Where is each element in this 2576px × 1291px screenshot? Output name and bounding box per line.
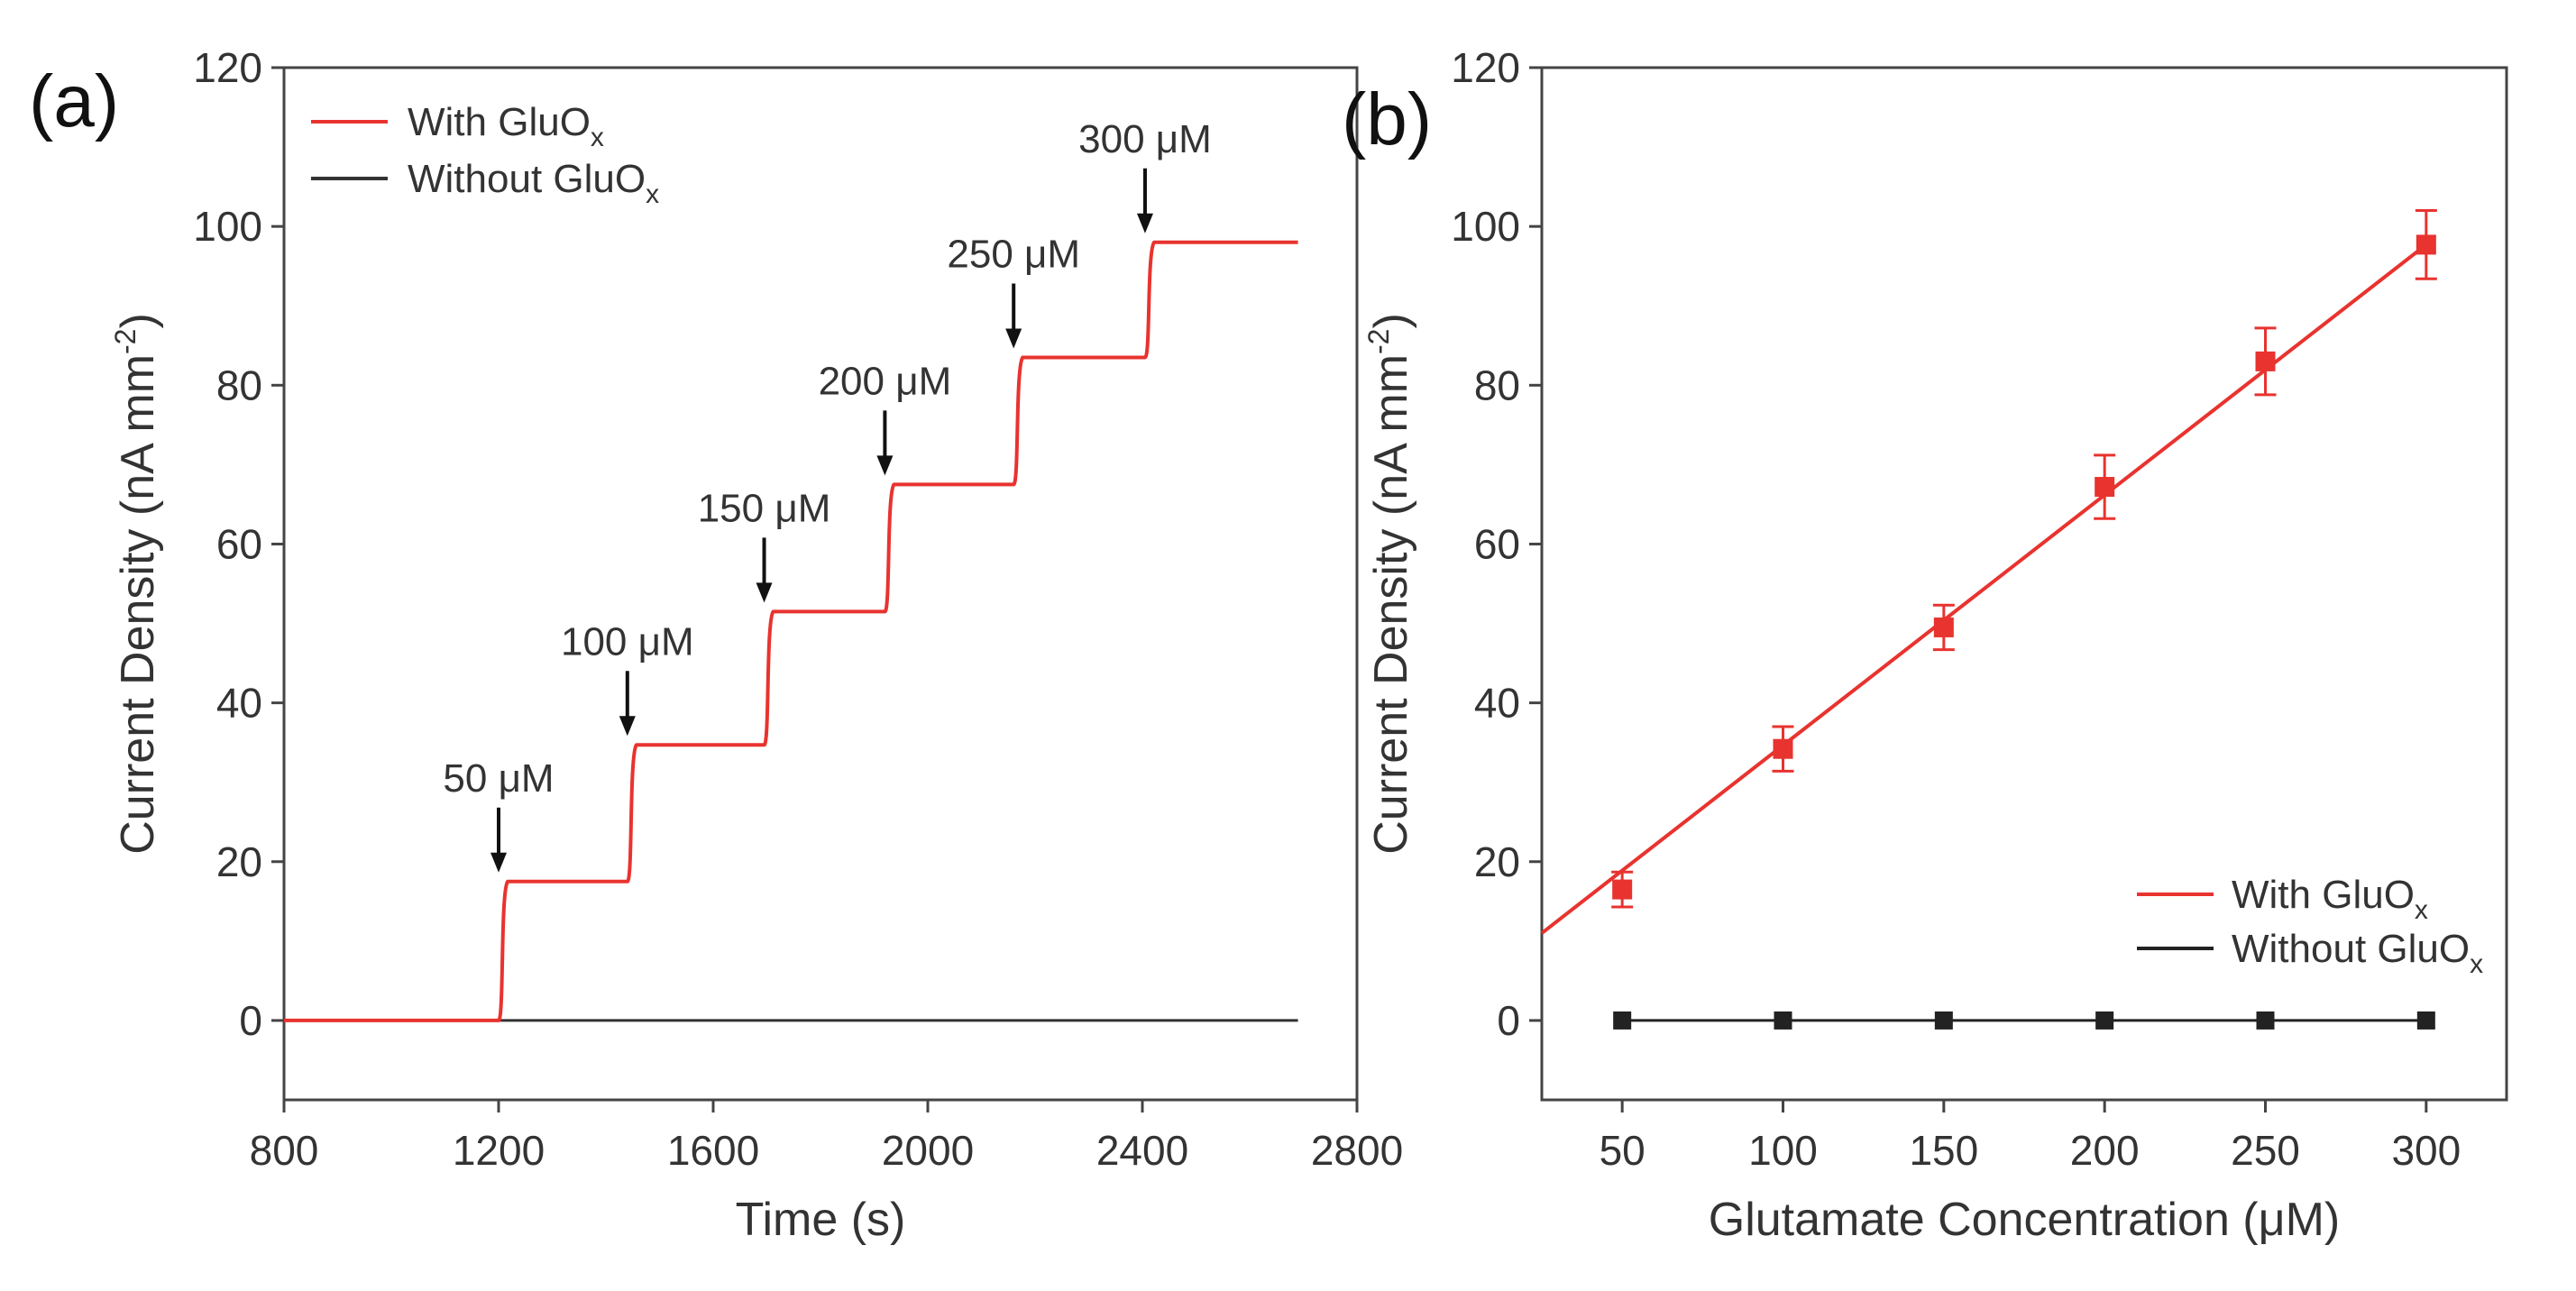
panel-b-x-axis-label: Glutamate Concentration (μM) [1709, 1194, 2340, 1246]
with-gluox-fit-line [1540, 243, 2428, 935]
with-gluox-point [2416, 234, 2436, 255]
injection-concentration-label: 300 μM [1078, 117, 1212, 161]
injection-arrow-head [490, 852, 507, 873]
a-y-tick-label: 120 [193, 44, 262, 91]
a-y-tick-label: 20 [216, 838, 262, 885]
with-gluox-point [1612, 879, 1633, 900]
without-gluox-point [2416, 1011, 2435, 1030]
panel-a-label: (a) [29, 60, 119, 142]
panel-a-y-label-main: Current Density (nA mm [112, 354, 164, 855]
injection-arrow-head [1136, 213, 1153, 233]
b-x-tick-label: 50 [1600, 1127, 1646, 1174]
b-y-tick-label: 120 [1451, 44, 1520, 91]
a-x-tick-label: 2800 [1311, 1127, 1403, 1174]
b-y-tick-label: 80 [1474, 362, 1520, 408]
panel-a-tick-labels: 800 1200 1600 2000 2400 2800 0 20 40 60 80 100 120 [193, 44, 1403, 1174]
panel-a-legend-without-name: Without GluO [408, 157, 646, 201]
panel-a-axis-ticks [271, 66, 1359, 1112]
with-gluox-point [1773, 738, 1793, 759]
panel-b-plot-frame [1540, 66, 2508, 1102]
panel-b: (b) 50 100 150 200 250 300 0 20 40 60 80 100 120 Glu… [1342, 44, 2508, 1246]
injection-concentration-label: 200 μM [819, 359, 952, 403]
panel-b-y-axis-label: Current Density (nA mm-2) [1362, 313, 1417, 855]
with-gluox-staircase-line [284, 240, 1298, 1022]
panel-a-legend-with-name: With GluO [408, 100, 591, 144]
panel-b-legend: With GluOx Without GluOx [2137, 873, 2483, 979]
a-x-tick-label: 2000 [882, 1127, 974, 1174]
panel-a-x-axis-label: Time (s) [736, 1194, 906, 1246]
panel-a-y-axis-label: Current Density (nA mm-2) [109, 313, 164, 855]
injection-concentration-label: 100 μM [561, 619, 694, 664]
panel-b-label: (b) [1342, 78, 1432, 160]
a-y-tick-label: 0 [239, 997, 262, 1044]
panel-a-y-label-close: ) [112, 313, 164, 328]
panel-b-y-label-sup: -2 [1362, 329, 1395, 354]
without-gluox-point [2256, 1011, 2275, 1030]
with-gluox-point [2095, 477, 2115, 498]
a-x-tick-label: 1600 [667, 1127, 759, 1174]
without-gluox-point [1613, 1011, 1632, 1030]
injection-arrow-head [876, 455, 894, 476]
with-gluox-point [1933, 617, 1954, 637]
injection-concentration-label: 250 μM [947, 232, 1080, 276]
panel-b-axis-ticks [1529, 66, 2428, 1112]
a-y-tick-label: 80 [216, 362, 262, 408]
b-x-tick-label: 200 [2070, 1127, 2140, 1174]
panel-b-legend-label-without: Without GluOx [2232, 927, 2483, 979]
panel-a-legend-with-sub: x [591, 123, 604, 152]
injection-arrow-head [1005, 328, 1022, 349]
b-x-tick-label: 150 [1909, 1127, 1978, 1174]
injection-arrow-head [756, 582, 773, 603]
panel-b-legend-without-name: Without GluO [2232, 927, 2470, 971]
panel-b-tick-labels: 50 100 150 200 250 300 0 20 40 60 80 100 120 [1451, 44, 2461, 1174]
panel-a-plot-frame [282, 66, 1359, 1102]
without-gluox-point [1774, 1011, 1792, 1030]
a-x-tick-label: 2400 [1096, 1127, 1188, 1174]
injection-arrow-head [619, 716, 636, 737]
b-y-tick-label: 100 [1451, 203, 1520, 250]
panel-a-legend-without-sub: x [646, 179, 659, 209]
panel-a-legend-label-with: With GluOx [408, 100, 604, 152]
b-y-tick-label: 20 [1474, 838, 1520, 885]
panel-b-legend-with-name: With GluO [2232, 873, 2415, 917]
without-gluox-point [1934, 1011, 1953, 1030]
b-x-tick-label: 100 [1748, 1127, 1818, 1174]
panel-b-legend-label-with: With GluOx [2232, 873, 2428, 925]
a-y-tick-label: 40 [216, 680, 262, 727]
with-gluox-point [2255, 351, 2276, 371]
panel-a-legend: With GluOx Without GluOx [311, 100, 659, 209]
b-x-tick-label: 250 [2231, 1127, 2300, 1174]
without-gluox-point [2095, 1011, 2114, 1030]
panel-a-y-label-sup: -2 [109, 329, 142, 354]
panel-b-legend-without-sub: x [2470, 949, 2483, 979]
panel-b-y-label-close: ) [1365, 313, 1417, 328]
b-y-tick-label: 0 [1497, 997, 1520, 1044]
a-y-tick-label: 60 [216, 520, 262, 567]
a-y-tick-label: 100 [193, 203, 262, 250]
panel-b-legend-with-sub: x [2415, 895, 2428, 925]
a-x-tick-label: 800 [250, 1127, 319, 1174]
panel-a-series [284, 240, 1298, 1022]
a-x-tick-label: 1200 [453, 1127, 545, 1174]
panel-b-y-label-main: Current Density (nA mm [1365, 354, 1417, 855]
injection-concentration-label: 50 μM [443, 756, 554, 801]
injection-concentration-label: 150 μM [698, 486, 831, 530]
b-y-tick-label: 60 [1474, 520, 1520, 567]
panel-a: (a) 800 1200 1600 2000 2400 2800 0 20 40 60 80 100 1… [29, 44, 1403, 1246]
b-y-tick-label: 40 [1474, 680, 1520, 727]
panel-b-series [1540, 209, 2437, 1030]
panel-a-annotations: 50 μM 100 μM 150 μM 200 μM 250 μM 300 μM [443, 117, 1212, 873]
panel-a-legend-label-without: Without GluOx [408, 157, 659, 209]
b-x-tick-label: 300 [2391, 1127, 2461, 1174]
